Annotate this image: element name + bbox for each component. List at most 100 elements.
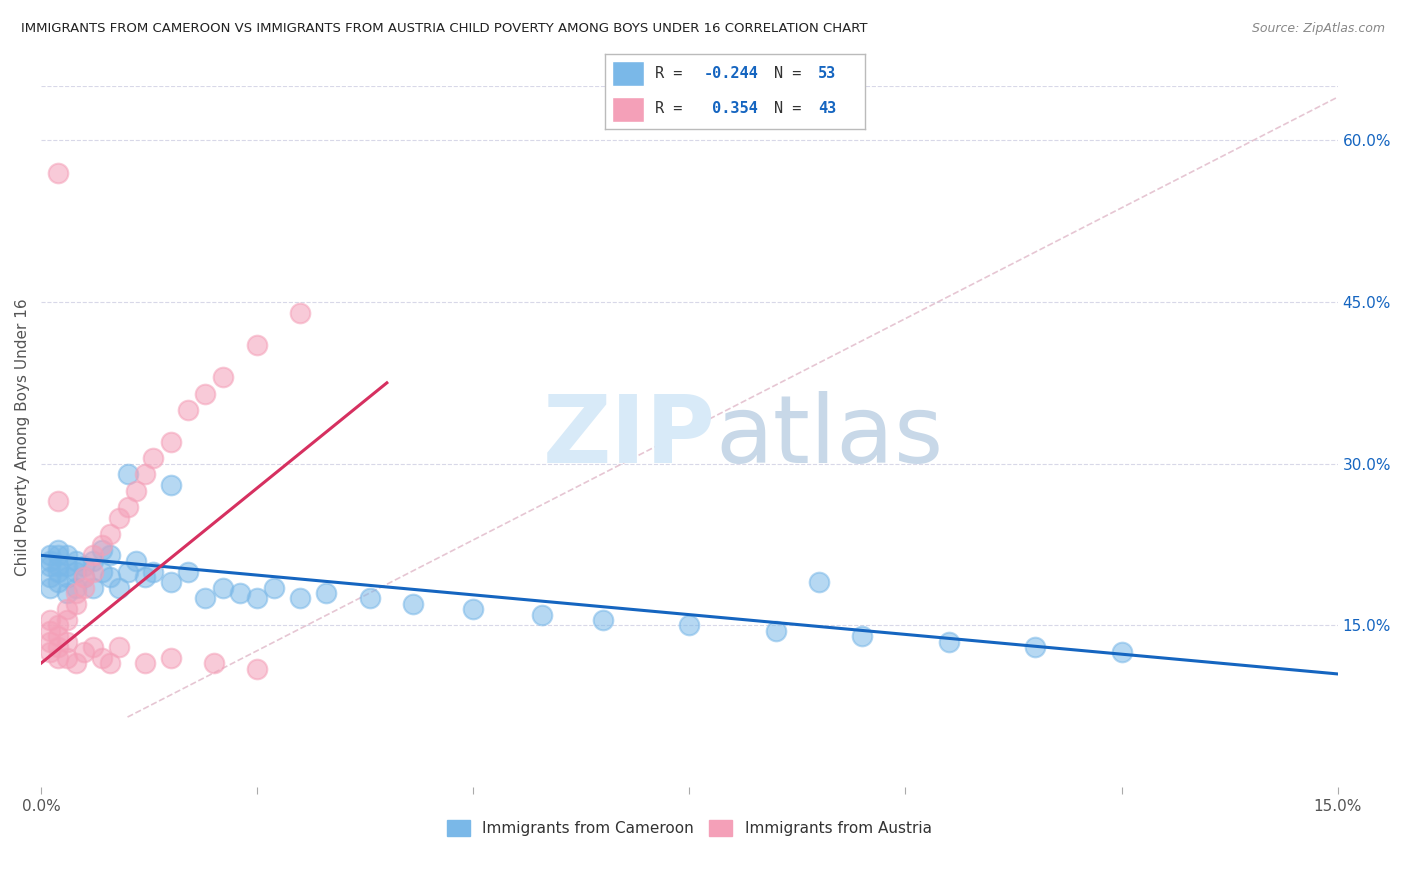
Point — [38, 559, 60, 574]
Point — [56, 586, 79, 600]
Point — [73, 581, 96, 595]
Text: IMMIGRANTS FROM CAMEROON VS IMMIGRANTS FROM AUSTRIA CHILD POVERTY AMONG BOYS UND: IMMIGRANTS FROM CAMEROON VS IMMIGRANTS F… — [21, 22, 868, 36]
Point — [159, 650, 181, 665]
Point — [765, 624, 787, 638]
Point — [48, 549, 70, 563]
Point — [48, 543, 70, 558]
Point — [73, 559, 96, 574]
Point — [134, 656, 156, 670]
Point — [65, 565, 87, 579]
Text: 53: 53 — [818, 67, 837, 81]
Point — [82, 565, 104, 579]
Point — [463, 602, 485, 616]
Point — [48, 559, 70, 574]
Point — [73, 645, 96, 659]
Point — [82, 549, 104, 563]
FancyBboxPatch shape — [613, 62, 644, 87]
Point — [229, 586, 252, 600]
Point — [48, 618, 70, 632]
Point — [108, 640, 131, 654]
Point — [98, 526, 121, 541]
Point — [678, 618, 700, 632]
Text: 43: 43 — [818, 102, 837, 116]
Point — [48, 494, 70, 508]
Point — [159, 575, 181, 590]
Point — [56, 570, 79, 584]
Point — [38, 570, 60, 584]
Point — [98, 570, 121, 584]
Text: R =: R = — [655, 67, 692, 81]
Point — [531, 607, 554, 622]
Point — [1111, 645, 1133, 659]
Y-axis label: Child Poverty Among Boys Under 16: Child Poverty Among Boys Under 16 — [15, 298, 30, 575]
Point — [56, 650, 79, 665]
Point — [56, 634, 79, 648]
Text: N =: N = — [773, 67, 810, 81]
Point — [1024, 640, 1046, 654]
Point — [290, 591, 312, 606]
Point — [65, 554, 87, 568]
Point — [90, 565, 112, 579]
Point — [315, 586, 337, 600]
Point — [159, 478, 181, 492]
Point — [65, 581, 87, 595]
Point — [65, 597, 87, 611]
Point — [48, 629, 70, 643]
Point — [125, 483, 148, 498]
Point — [117, 565, 139, 579]
Point — [851, 629, 873, 643]
Point — [82, 581, 104, 595]
Point — [56, 602, 79, 616]
Point — [108, 581, 131, 595]
Text: N =: N = — [773, 102, 810, 116]
Point — [65, 586, 87, 600]
Point — [73, 570, 96, 584]
Point — [38, 549, 60, 563]
Point — [56, 613, 79, 627]
Point — [125, 554, 148, 568]
Text: R =: R = — [655, 102, 692, 116]
Text: Source: ZipAtlas.com: Source: ZipAtlas.com — [1251, 22, 1385, 36]
Point — [177, 565, 200, 579]
Point — [246, 591, 269, 606]
Point — [194, 386, 217, 401]
Point — [290, 306, 312, 320]
Point — [211, 581, 233, 595]
Point — [90, 543, 112, 558]
Point — [117, 467, 139, 482]
Text: 0.354: 0.354 — [703, 102, 758, 116]
Point — [246, 338, 269, 352]
Point — [202, 656, 225, 670]
Point — [56, 559, 79, 574]
Point — [402, 597, 425, 611]
FancyBboxPatch shape — [613, 96, 644, 122]
Point — [48, 650, 70, 665]
Point — [142, 565, 165, 579]
Point — [82, 554, 104, 568]
Point — [194, 591, 217, 606]
Point — [211, 370, 233, 384]
Point — [108, 510, 131, 524]
Point — [90, 537, 112, 551]
Point — [117, 500, 139, 514]
Point — [73, 570, 96, 584]
Point — [38, 581, 60, 595]
Point — [134, 467, 156, 482]
Point — [48, 575, 70, 590]
Point — [48, 166, 70, 180]
Point — [82, 640, 104, 654]
Text: atlas: atlas — [716, 391, 943, 483]
Point — [38, 613, 60, 627]
Point — [134, 570, 156, 584]
Point — [48, 565, 70, 579]
Legend: Immigrants from Cameroon, Immigrants from Austria: Immigrants from Cameroon, Immigrants fro… — [441, 814, 938, 843]
Point — [177, 402, 200, 417]
Point — [38, 554, 60, 568]
Point — [263, 581, 285, 595]
Point — [98, 549, 121, 563]
Point — [38, 624, 60, 638]
Point — [142, 451, 165, 466]
Point — [938, 634, 960, 648]
Point — [65, 656, 87, 670]
Point — [98, 656, 121, 670]
